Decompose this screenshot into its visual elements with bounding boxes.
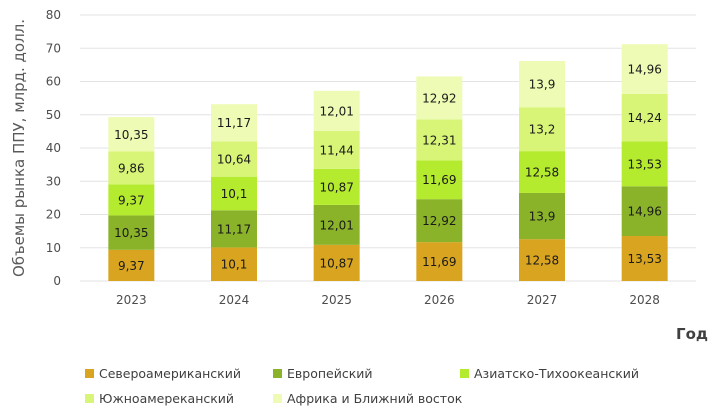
bar-segment: [416, 119, 463, 161]
bar-segment: [313, 130, 360, 169]
bar-segment: [416, 242, 463, 281]
data-label: 11,69: [422, 173, 456, 187]
y-tick-label: 20: [46, 208, 61, 222]
x-axis-label: Год: [676, 325, 708, 343]
legend: Североамериканский Европейский Азиатско-Ти…: [85, 366, 639, 406]
bar-segment: [313, 244, 360, 281]
y-tick-label: 80: [46, 8, 61, 22]
bar-segment: [211, 141, 257, 177]
y-tick-label: 30: [46, 174, 61, 188]
data-label: 12,31: [422, 133, 456, 147]
data-label: 12,58: [525, 254, 559, 268]
legend-swatch: [85, 369, 94, 378]
bar-segment: [621, 141, 668, 187]
data-labels: 9,37 10,35 9,37 9,86 10,35 10,1 11,17 10,1 10,64…: [114, 63, 662, 273]
bar-segment: [621, 93, 668, 142]
y-tick-label: 70: [46, 41, 61, 55]
data-label: 14,24: [627, 111, 661, 125]
x-tick-label: 2024: [219, 293, 250, 307]
y-tick-label: 50: [46, 108, 61, 122]
bar-segment: [313, 168, 360, 205]
legend-label: Европейский: [287, 366, 373, 381]
data-label: 12,01: [319, 218, 353, 232]
bar-segment: [519, 151, 565, 193]
bar-segment: [313, 90, 360, 131]
x-tick-label: 2027: [527, 293, 558, 307]
data-label: 11,17: [217, 222, 251, 236]
gridlines: [80, 14, 696, 282]
x-axis-ticks: 2023 2024 2025 2026 2027 2028: [116, 293, 660, 307]
x-tick-label: 2028: [629, 293, 660, 307]
bar-segment: [108, 117, 155, 152]
y-tick-label: 10: [46, 241, 61, 255]
bar-segment: [519, 192, 565, 240]
bar-segment: [416, 76, 463, 120]
legend-label: Южноамереканский: [99, 391, 234, 406]
data-label: 13,9: [529, 210, 556, 224]
data-label: 13,53: [627, 157, 661, 171]
bar-segment: [108, 184, 155, 216]
bar-segment: [621, 236, 668, 281]
bar-segment: [108, 151, 155, 185]
bars: [108, 44, 668, 281]
y-tick-label: 0: [53, 274, 61, 288]
y-axis-ticks: 0 10 20 30 40 50 60 70 80: [46, 8, 61, 288]
data-label: 14,96: [627, 205, 661, 219]
bar-segment: [519, 61, 565, 108]
data-label: 10,35: [114, 226, 148, 240]
data-label: 11,44: [319, 143, 353, 157]
y-tick-label: 40: [46, 141, 61, 155]
bar-segment: [313, 204, 360, 245]
data-label: 10,1: [221, 187, 248, 201]
data-label: 9,86: [118, 161, 145, 175]
data-label: 12,92: [422, 91, 456, 105]
data-label: 10,87: [319, 256, 353, 270]
data-label: 13,9: [529, 78, 556, 92]
data-label: 13,53: [627, 252, 661, 266]
bar-segment: [108, 249, 155, 281]
data-label: 12,58: [525, 166, 559, 180]
bar-segment: [211, 210, 257, 248]
legend-label: Азиатско-Тихоокеанский: [474, 366, 639, 381]
data-label: 9,37: [118, 193, 145, 207]
bar-segment: [519, 239, 565, 281]
bar-segment: [416, 199, 463, 243]
legend-swatch: [273, 394, 282, 403]
legend-swatch: [85, 394, 94, 403]
legend-swatch: [273, 369, 282, 378]
y-axis-label: Объемы рынка ППУ, млрд. долл.: [10, 19, 28, 277]
bar-segment: [211, 176, 257, 211]
data-label: 13,2: [529, 123, 556, 137]
bar-segment: [211, 247, 257, 281]
data-label: 10,1: [221, 258, 248, 272]
data-label: 10,87: [319, 180, 353, 194]
bar-segment: [416, 160, 463, 200]
data-label: 11,69: [422, 255, 456, 269]
legend-swatch: [460, 369, 469, 378]
data-label: 12,01: [319, 104, 353, 118]
data-label: 14,96: [627, 63, 661, 77]
data-label: 10,64: [217, 153, 251, 167]
data-label: 12,92: [422, 214, 456, 228]
legend-label: Североамериканский: [99, 366, 241, 381]
bar-segment: [211, 104, 257, 142]
x-tick-label: 2023: [116, 293, 147, 307]
data-label: 9,37: [118, 259, 145, 273]
bar-segment: [621, 186, 668, 237]
y-tick-label: 60: [46, 75, 61, 89]
x-tick-label: 2026: [424, 293, 455, 307]
x-tick-label: 2025: [321, 293, 352, 307]
data-label: 10,35: [114, 128, 148, 142]
bar-segment: [519, 107, 565, 152]
data-label: 11,17: [217, 116, 251, 130]
legend-label: Африка и Ближний восток: [287, 391, 463, 406]
bar-segment: [108, 215, 155, 250]
bar-segment: [621, 44, 668, 94]
